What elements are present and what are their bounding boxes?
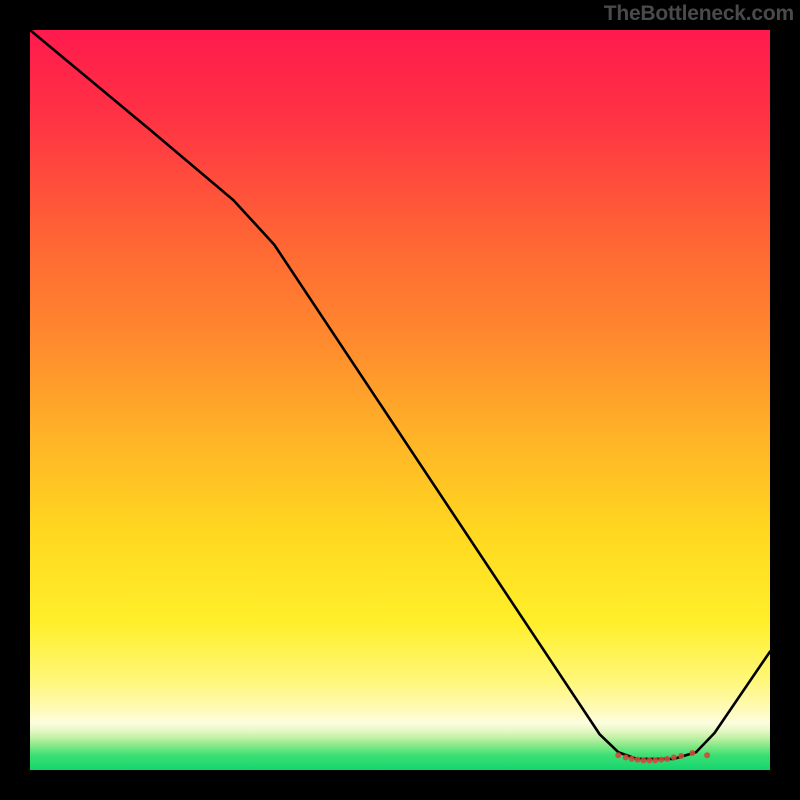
bottleneck-chart [0, 0, 800, 800]
watermark-label: TheBottleneck.com [604, 2, 794, 26]
marker-dot [664, 756, 670, 762]
plot-gradient-area [30, 30, 770, 770]
marker-dot [671, 754, 677, 760]
marker-dot [629, 756, 635, 762]
marker-dot [635, 757, 641, 763]
marker-dot [704, 752, 710, 758]
marker-dot [623, 754, 629, 760]
marker-dot [678, 753, 684, 759]
marker-dot [652, 757, 658, 763]
marker-dot [658, 757, 664, 763]
marker-dot [689, 750, 695, 756]
marker-dot [646, 757, 652, 763]
marker-dot [615, 752, 621, 758]
marker-dot [640, 757, 646, 763]
